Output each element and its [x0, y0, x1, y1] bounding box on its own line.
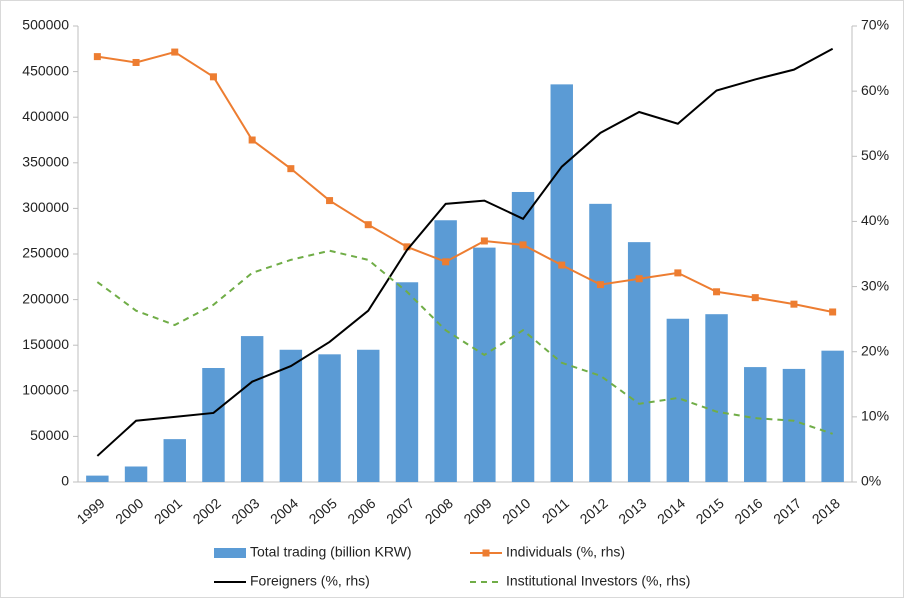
- line-marker: [635, 275, 643, 283]
- bar: [395, 282, 419, 482]
- bar: [318, 354, 341, 482]
- bar: [279, 349, 303, 482]
- y2-tick-label: 60%: [861, 82, 889, 98]
- bar: [511, 191, 535, 482]
- bar: [666, 318, 690, 482]
- bar: [821, 350, 844, 482]
- bar: [744, 367, 767, 482]
- bar: [550, 84, 573, 483]
- line-marker: [596, 281, 604, 289]
- line-marker: [558, 261, 566, 269]
- line-marker: [480, 237, 488, 245]
- line-marker: [287, 165, 295, 173]
- line-marker: [674, 269, 682, 277]
- legend-marker: [482, 549, 490, 557]
- legend-label: Total trading (billion KRW): [250, 544, 412, 560]
- line-marker: [519, 241, 527, 249]
- line: [96, 249, 833, 435]
- y-tick-label: 200000: [22, 290, 69, 306]
- y2-tick-label: 30%: [861, 277, 889, 293]
- y-tick-label: 500000: [22, 17, 69, 33]
- bar: [627, 242, 651, 482]
- line-marker: [442, 258, 450, 266]
- legend-label: Foreigners (%, rhs): [250, 573, 370, 589]
- line-marker: [751, 294, 759, 302]
- y2-tick-label: 70%: [861, 17, 889, 33]
- line-marker: [364, 221, 372, 229]
- bar: [434, 220, 457, 483]
- y-tick-label: 150000: [22, 336, 69, 352]
- line-marker: [132, 58, 140, 66]
- y2-tick-label: 10%: [861, 408, 889, 424]
- legend-label: Individuals (%, rhs): [506, 544, 625, 560]
- line-marker: [171, 48, 179, 56]
- bar: [86, 475, 109, 482]
- y2-tick-label: 0%: [861, 473, 881, 489]
- y-tick-label: 100000: [22, 382, 69, 398]
- line-marker: [209, 73, 217, 81]
- bar: [589, 203, 612, 482]
- bar: [240, 336, 264, 482]
- line-marker: [93, 53, 101, 61]
- line-marker: [829, 308, 837, 316]
- line: [97, 50, 833, 313]
- y2-tick-label: 50%: [861, 147, 889, 163]
- y-tick-label: 250000: [22, 245, 69, 261]
- y2-tick-label: 20%: [861, 342, 889, 358]
- line: [96, 47, 834, 457]
- y-tick-label: 0: [61, 473, 69, 489]
- bar: [473, 247, 496, 482]
- legend-label: Institutional Investors (%, rhs): [506, 573, 690, 589]
- bar: [202, 368, 225, 482]
- line-marker: [248, 136, 256, 144]
- y-tick-label: 450000: [22, 62, 69, 78]
- y-tick-label: 50000: [30, 427, 69, 443]
- line-marker: [713, 288, 721, 296]
- y-tick-label: 350000: [22, 154, 69, 170]
- line-marker: [790, 300, 798, 308]
- y-tick-label: 400000: [22, 108, 69, 124]
- bar: [124, 466, 148, 482]
- line-marker: [403, 243, 411, 251]
- y-tick-label: 300000: [22, 199, 69, 215]
- legend-swatch: [214, 548, 246, 558]
- bar: [782, 368, 806, 482]
- line-marker: [326, 197, 334, 205]
- bar: [163, 439, 186, 482]
- y2-tick-label: 40%: [861, 212, 889, 228]
- bar: [705, 314, 728, 482]
- bar: [357, 349, 380, 482]
